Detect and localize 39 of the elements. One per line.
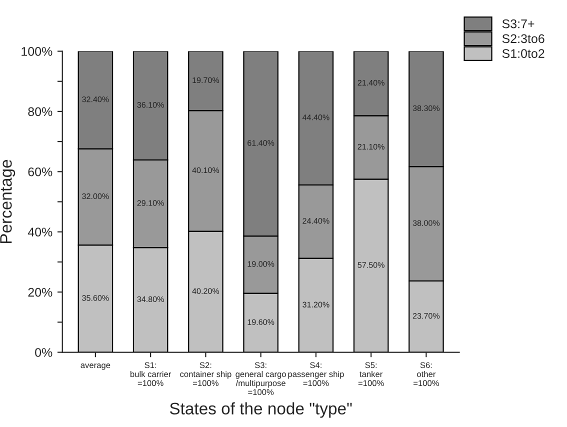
x-tick-label: S1: bulk carrier =100% (130, 362, 172, 386)
y-tick-label: 0% (35, 348, 52, 357)
y-axis-title: Percentage (0, 160, 16, 244)
data-label: 19.60% (248, 319, 274, 325)
data-label: 32.40% (82, 96, 109, 102)
y-tick-label: 80% (28, 107, 52, 116)
data-label: 57.50% (358, 262, 384, 268)
y-tick-label: 40% (28, 228, 52, 237)
data-label: 19.00% (248, 261, 274, 267)
x-tick-label: S5: tanker =100% (358, 362, 384, 386)
x-tick-label: average (80, 364, 110, 370)
data-label: 40.20% (192, 288, 220, 294)
data-label: 32.00% (82, 193, 109, 200)
data-label: 35.60% (82, 295, 109, 301)
data-label: 44.40% (302, 114, 330, 120)
data-label: 34.80% (137, 296, 164, 302)
y-tick-label: 60% (28, 167, 52, 176)
data-label: 38.00% (412, 220, 440, 226)
x-axis-title: States of the node "type" (170, 402, 352, 418)
data-label: 40.10% (192, 167, 220, 174)
data-label: 21.10% (358, 144, 384, 150)
data-label: 19.70% (192, 77, 220, 84)
data-label: 23.70% (412, 313, 440, 319)
x-tick-label: S4: passenger ship =100% (288, 362, 344, 386)
data-label: 21.40% (358, 80, 384, 86)
legend-label: S1:0to2 (502, 49, 544, 58)
legend-label: S3:7+ (502, 19, 534, 28)
data-label: 36.10% (137, 102, 164, 108)
data-label: 31.20% (302, 302, 330, 308)
data-label: 38.30% (412, 105, 440, 112)
data-label: 29.10% (137, 200, 164, 206)
legend-label: S2:3to6 (502, 34, 544, 44)
y-tick-label: 20% (28, 288, 52, 297)
data-label: 61.40% (248, 140, 274, 146)
x-tick-label: S3: general cargo /multipurpose =100% (236, 362, 286, 396)
data-label: 24.40% (302, 218, 330, 224)
y-tick-label: 100% (22, 47, 52, 56)
x-tick-label: S2: container ship =100% (180, 362, 232, 386)
x-tick-label: S6: other =100% (414, 362, 439, 386)
